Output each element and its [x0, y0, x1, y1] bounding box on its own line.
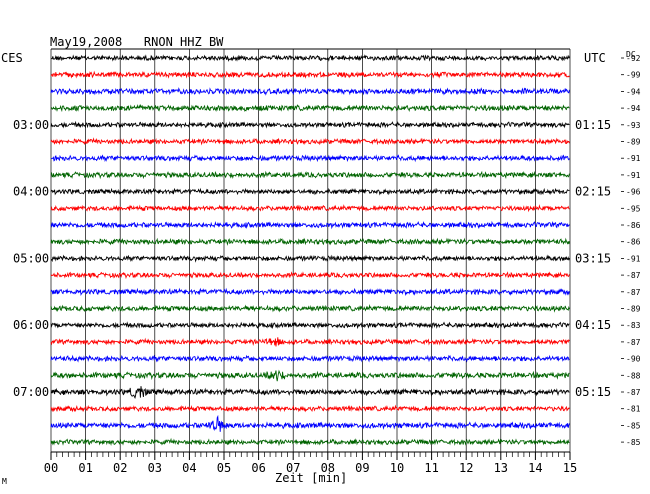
seismic-trace: [50, 187, 570, 196]
x-tick-label: 10: [390, 461, 404, 475]
left-hour-label: 07:00: [13, 385, 49, 399]
dc-offset-label: -92: [626, 54, 641, 63]
seismic-trace: [50, 237, 570, 246]
x-tick-label: 04: [182, 461, 196, 475]
trace-layer: [50, 54, 570, 447]
x-tick-label: 09: [355, 461, 369, 475]
x-tick-label: 06: [251, 461, 265, 475]
right-hour-label: 03:15: [575, 251, 611, 265]
seismic-trace: [50, 386, 570, 400]
seismic-trace: [51, 154, 570, 163]
x-tick-label: 15: [563, 461, 577, 475]
right-hour-label: 05:15: [575, 385, 611, 399]
seismic-trace: [50, 120, 570, 129]
dc-offset-label: -93: [626, 121, 641, 130]
seismic-trace: [50, 287, 570, 297]
dc-offset-label: -85: [626, 438, 641, 447]
dc-offset-label: -87: [626, 338, 641, 347]
dc-offset-label: -99: [626, 71, 641, 80]
dc-offset-label: -90: [626, 355, 641, 364]
chart-title: May19,2008 RNON HHZ BW: [50, 35, 224, 49]
seismic-trace: [50, 321, 570, 330]
dc-offset-label: -85: [626, 421, 641, 430]
dc-offset-label: -89: [626, 305, 641, 314]
left-hour-label: 06:00: [13, 318, 49, 332]
seismic-trace: [50, 304, 570, 313]
x-tick-label: 13: [494, 461, 508, 475]
x-axis-label: Zeit [min]: [275, 471, 347, 485]
seismic-trace: [50, 170, 570, 180]
seismic-trace: [50, 254, 570, 263]
dc-offset-label: -86: [626, 221, 641, 230]
seismic-trace: [50, 204, 570, 213]
dc-offset-label: -87: [626, 271, 641, 280]
seismic-trace: [50, 437, 570, 447]
dc-offset-label: -87: [626, 388, 641, 397]
right-hour-label: 01:15: [575, 118, 611, 132]
left-hour-label: 04:00: [13, 185, 49, 199]
x-tick-label: 03: [148, 461, 162, 475]
label-layer: -92 -99 -94 -94 -93 -89 -91 -91 -96 -95 -86 -86 -91 -…: [13, 54, 641, 447]
right-timezone-label: UTC: [584, 51, 606, 65]
x-tick-label: 05: [217, 461, 231, 475]
footer-mark: M: [2, 477, 7, 486]
seismic-trace: [50, 354, 570, 363]
seismic-trace: [50, 220, 570, 230]
left-hour-label: 05:00: [13, 251, 49, 265]
left-timezone-label: CES: [1, 51, 23, 65]
seismic-trace: [50, 87, 570, 96]
dc-header: DC: [626, 50, 636, 59]
right-hour-label: 02:15: [575, 185, 611, 199]
seismic-trace: [50, 414, 570, 432]
seismic-trace: [50, 70, 570, 79]
x-axis: 00 01 02 03 04 05 06 07 08 09 10 11 12 13 14 15: [44, 451, 577, 475]
seismic-trace: [50, 369, 570, 382]
dc-offset-label: -91: [626, 171, 641, 180]
seismic-trace: [50, 337, 570, 347]
dc-offset-label: -96: [626, 188, 641, 197]
x-tick-label: 07: [286, 461, 300, 475]
x-tick-label: 14: [528, 461, 542, 475]
x-tick-label: 01: [78, 461, 92, 475]
right-hour-label: 04:15: [575, 318, 611, 332]
seismic-trace: [50, 103, 570, 113]
seismic-trace: [50, 54, 570, 62]
x-tick-label: 02: [113, 461, 127, 475]
dc-offset-label: -81: [626, 405, 641, 414]
dc-offset-label: -89: [626, 138, 641, 147]
x-tick-label: 00: [44, 461, 58, 475]
dc-offset-label: -83: [626, 321, 641, 330]
left-hour-label: 03:00: [13, 118, 49, 132]
dc-offset-label: -88: [626, 371, 641, 380]
grid-layer: [50, 48, 571, 452]
seismic-trace: [50, 271, 570, 280]
x-tick-label: 12: [459, 461, 473, 475]
dc-offset-label: -91: [626, 254, 641, 263]
dc-offset-label: -86: [626, 238, 641, 247]
dc-offset-label: -94: [626, 87, 641, 96]
x-tick-label: 08: [321, 461, 335, 475]
dc-offset-label: -95: [626, 204, 641, 213]
seismic-trace: [50, 137, 570, 146]
dc-offset-label: -91: [626, 154, 641, 163]
seismic-trace: [50, 404, 570, 413]
x-tick-label: 11: [424, 461, 438, 475]
dc-offset-label: -87: [626, 288, 641, 297]
dc-offset-label: -94: [626, 104, 641, 113]
